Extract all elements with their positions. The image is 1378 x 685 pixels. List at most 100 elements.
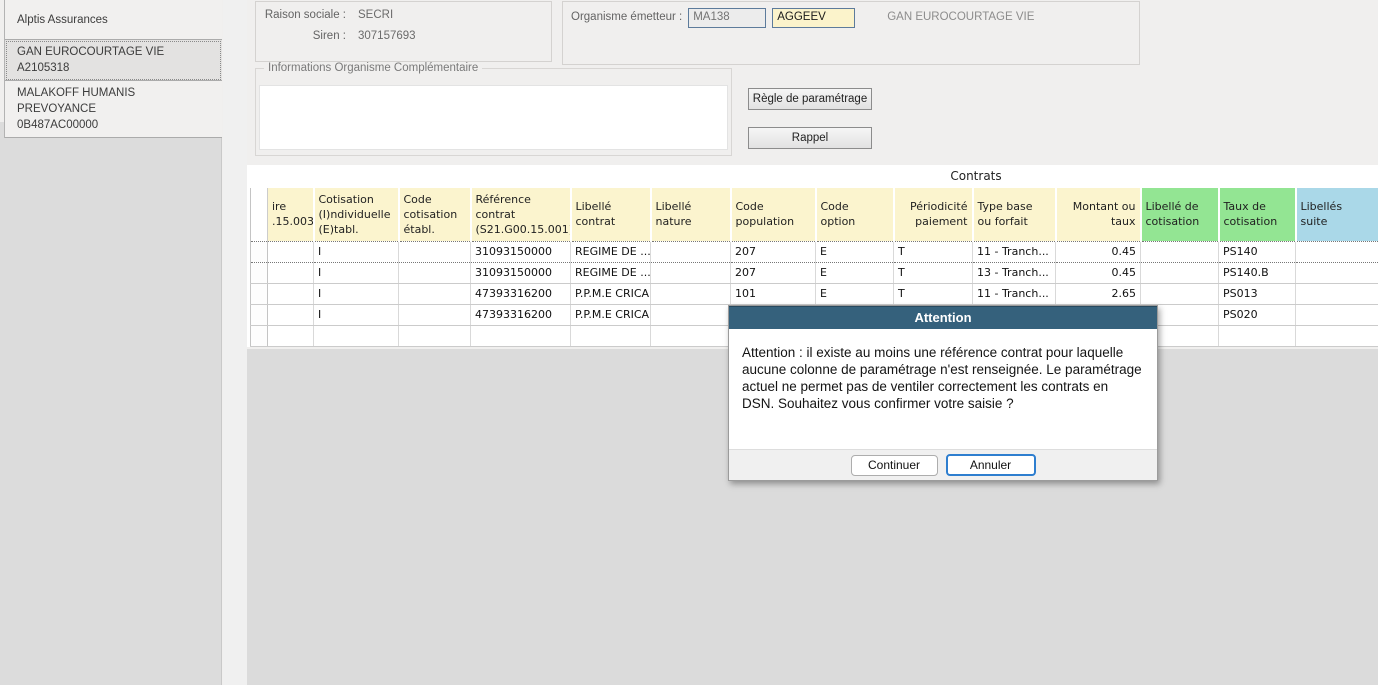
table-cell[interactable]: E [815,283,894,305]
table-cell[interactable] [1140,262,1219,284]
table-cell[interactable] [267,304,314,326]
table-cell[interactable]: E [815,240,894,263]
table-cell[interactable]: 47393316200 [470,283,571,305]
table-cell[interactable]: 0.45 [1055,240,1141,263]
table-cell[interactable]: T [893,283,973,305]
table-cell[interactable]: E [815,262,894,284]
table-row: I 31093150000 REGIME DE ... 207 E T 13 - Tranc… [250,262,1378,284]
cancel-button[interactable]: Annuler [945,454,1036,476]
table-cell[interactable]: I [313,240,399,263]
dialog-title-bar: Attention [729,306,1157,329]
sidebar-item-name: GAN EUROCOURTAGE VIE [17,46,165,58]
table-cell[interactable]: 31093150000 [470,240,571,263]
table-cell[interactable]: PS013 [1218,283,1296,305]
table-cell[interactable] [470,325,571,347]
table-cell[interactable]: PS140 [1218,240,1296,263]
table-cell[interactable]: 11 - Tranch... [972,240,1056,263]
table-cell[interactable]: 11 - Tranch... [972,283,1056,305]
sidebar-left-strip [0,0,4,122]
table-cell[interactable] [1295,304,1378,326]
infos-organisme-label: Informations Organisme Complémentaire [264,62,483,74]
row-header-cell [250,325,268,347]
table-cell[interactable]: 207 [730,240,816,263]
table-cell[interactable] [1295,262,1378,284]
dialog-message: Attention : il existe au moins une référ… [742,345,1142,411]
table-cell[interactable]: 13 - Tranch... [972,262,1056,284]
table-cell[interactable] [267,283,314,305]
table-cell[interactable]: PS020 [1218,304,1296,326]
raison-sociale-value: SECRI [358,9,394,21]
table-row: I 31093150000 REGIME DE ... 207 E T 11 - Tranc… [250,240,1378,263]
table-cell[interactable]: 47393316200 [470,304,571,326]
continue-button[interactable]: Continuer [850,454,938,476]
table-cell[interactable] [1295,325,1378,347]
table-cell[interactable] [1140,240,1219,263]
sidebar-item-code: A2105318 [17,62,70,74]
table-cell[interactable] [398,304,471,326]
siren-label: Siren : [312,30,346,42]
table-cell[interactable] [1218,325,1296,347]
table-cell[interactable]: REGIME DE ... [570,240,651,263]
table-cell[interactable] [650,262,731,284]
column-header: Taux de cotisation [1218,188,1297,241]
table-cell[interactable] [1140,283,1219,305]
organisme-name-value: GAN EUROCOURTAGE VIE [887,11,1035,23]
table-cell[interactable]: 0.45 [1055,262,1141,284]
table-cell[interactable] [398,240,471,263]
dialog-footer: Continuer Annuler [729,449,1157,480]
table-cell[interactable]: I [313,262,399,284]
column-header: Type base ou forfait [972,188,1057,241]
infos-organisme-textarea[interactable] [259,85,728,150]
table-cell[interactable] [650,304,731,326]
table-cell[interactable] [1140,325,1219,347]
sidebar-item-alptis-assurances[interactable]: Alptis Assurances [5,0,222,40]
row-header-cell [250,283,268,305]
table-cell[interactable]: T [893,240,973,263]
table-cell[interactable]: I [313,304,399,326]
table-cell[interactable]: T [893,262,973,284]
table-cell[interactable] [650,283,731,305]
sidebar-item-gan-eurocourtage-vie[interactable]: GAN EUROCOURTAGE VIE A2105318 [5,40,222,81]
table-cell[interactable]: 2.65 [1055,283,1141,305]
table-cell[interactable]: I [313,283,399,305]
table-cell[interactable] [267,240,314,263]
table-row: I 47393316200 P.P.M.E CRICA 101 E T 11 - Tranc… [250,283,1378,305]
table-cell[interactable] [398,325,471,347]
sidebar-item-code: 0B487AC00000 [17,119,99,131]
table-cell[interactable] [1295,283,1378,305]
table-cell[interactable] [398,262,471,284]
organisme-code2-input[interactable]: AGGEEV [772,8,856,28]
table-cell[interactable]: REGIME DE ... [570,262,651,284]
sidebar-item-malakoff-humanis[interactable]: MALAKOFF HUMANIS PREVOYANCE 0B487AC00000 [5,81,222,138]
table-cell[interactable]: 31093150000 [470,262,571,284]
table-cell[interactable]: PS140.B [1218,262,1296,284]
contracts-title-band: Contrats [247,165,1378,188]
table-cell[interactable]: 101 [730,283,816,305]
table-cell[interactable] [650,325,731,347]
regle-parametrage-button[interactable]: Règle de paramétrage [748,88,872,110]
table-cell[interactable] [267,325,314,347]
table-cell[interactable] [650,240,731,263]
table-cell[interactable] [570,325,651,347]
siren-value: 307157693 [358,30,416,42]
contracts-title: Contrats [950,169,1002,183]
table-cell[interactable]: P.P.M.E CRICA [570,304,651,326]
company-info-panel: Raison sociale : SECRI Siren : 307157693 [255,1,552,62]
column-header: Code population [730,188,817,241]
column-header: Code option [815,188,895,241]
column-header: Cotisation (I)ndividuelle (E)tabl. [313,188,400,241]
table-cell[interactable]: P.P.M.E CRICA [570,283,651,305]
table-cell[interactable] [1295,240,1378,263]
column-header: ire .15.003) [267,188,315,241]
column-header: Périodicité paiement [893,188,974,241]
table-cell[interactable] [267,262,314,284]
column-header: Référence contrat (S21.G00.15.001) [470,188,572,241]
table-cell[interactable] [313,325,399,347]
table-cell[interactable]: 207 [730,262,816,284]
table-cell[interactable] [398,283,471,305]
table-cell[interactable] [1140,304,1219,326]
column-header: Libellés suite [1295,188,1378,241]
organisme-code-input[interactable]: MA138 [688,8,767,28]
column-header: Libellé contrat [570,188,652,241]
rappel-button[interactable]: Rappel [748,127,872,149]
